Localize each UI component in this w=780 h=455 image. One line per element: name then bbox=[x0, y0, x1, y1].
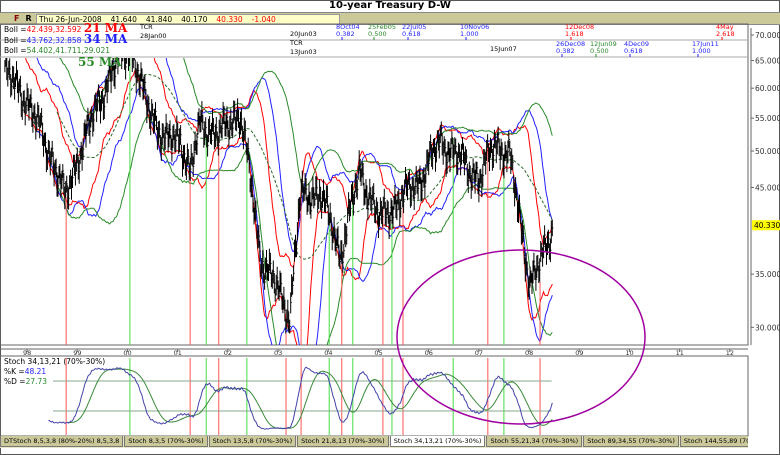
fib-date-label: 8Oct04 bbox=[336, 23, 360, 31]
stoch-panel bbox=[0, 355, 749, 437]
fib-ratio-label: 0.618 bbox=[624, 47, 643, 55]
x-tick-label: 07 bbox=[475, 349, 483, 357]
x-tick-label: 09 bbox=[575, 349, 583, 357]
boll55-middle-band bbox=[56, 73, 553, 260]
last-price-highlight bbox=[752, 220, 780, 231]
legend-boll21: Boll =42.439,32.592 21 MA bbox=[4, 21, 128, 35]
quote-high: 41.840 bbox=[145, 15, 173, 24]
y-tick-label: 65.000 bbox=[755, 57, 780, 66]
indicator-tab[interactable]: Stoch 34,13,21 (70%-30%) bbox=[389, 436, 486, 447]
legend-boll34: Boll =43.762,32.858 34 MA bbox=[4, 32, 128, 46]
indicator-tab[interactable]: Stoch 55,21,34 (70%-30%) bbox=[486, 436, 583, 447]
legend-boll55: Boll =54.402,41.711,29.021 bbox=[4, 46, 111, 55]
boll55-lower-band bbox=[56, 116, 553, 345]
x-tick-label: 03 bbox=[274, 349, 282, 357]
y-tick-label: 60.000 bbox=[755, 84, 780, 93]
x-tick-label: 10 bbox=[625, 349, 633, 357]
x-tick-label: 08 bbox=[525, 349, 533, 357]
x-tick-label: 99 bbox=[73, 349, 81, 357]
y-tick-label: 30.000 bbox=[755, 323, 780, 332]
fib-date-label: 4May bbox=[716, 23, 734, 31]
y-tick-label: 35.000 bbox=[755, 270, 780, 279]
tcr-date-1: 28Jan00 bbox=[140, 32, 167, 40]
quote-open: 41.640 bbox=[110, 15, 137, 24]
indicator-tab[interactable]: Stoch 8,3,5 (70%-30%) bbox=[124, 436, 208, 447]
y-tick-label: 55.000 bbox=[755, 114, 780, 123]
fib-ratio-label: 0.500 bbox=[368, 30, 387, 38]
price-plot bbox=[4, 58, 554, 345]
fib-ratio-label: 0.618 bbox=[402, 30, 421, 38]
tcr-label-1: TCR bbox=[140, 23, 153, 31]
boll34-lower-band bbox=[36, 86, 553, 345]
stoch-title: Stoch 34,13,21 (70%-30%) bbox=[4, 357, 106, 366]
fib-ratio-label: 0.382 bbox=[336, 30, 355, 38]
fib-ratio-label: 1.000 bbox=[460, 30, 479, 38]
r-button[interactable]: R bbox=[25, 14, 32, 23]
y-tick-label: 45.000 bbox=[755, 183, 780, 192]
stoch-d-readout: %D =27.73 bbox=[4, 377, 48, 386]
fib-date-label: 17Jun11 bbox=[692, 40, 719, 48]
x-tick-label: 98 bbox=[23, 349, 31, 357]
x-tick-label: 12 bbox=[726, 349, 734, 357]
stoch-d-line bbox=[67, 368, 553, 429]
fib-date-label: 22Jul05 bbox=[402, 23, 426, 31]
y-tick-label: 70.000 bbox=[755, 31, 780, 40]
fib-ratio-label: 1.618 bbox=[565, 30, 584, 38]
tcr-label-2: TCR bbox=[290, 39, 303, 47]
fib-ratio-label: 1.000 bbox=[692, 47, 711, 55]
highlight-ellipse bbox=[396, 249, 646, 425]
fib-date-label: 26Dec08 bbox=[556, 40, 585, 48]
indicator-tab[interactable]: Stoch 144,55,89 (70%-30%) bbox=[679, 436, 748, 447]
date-20jun03: 20Jun03 bbox=[290, 30, 317, 38]
x-tick-label: 04 bbox=[324, 349, 332, 357]
stoch-k-line bbox=[48, 366, 553, 430]
price-panel bbox=[0, 23, 749, 346]
fib-date-label: 10Nov06 bbox=[460, 23, 489, 31]
fib-ratio-label: 2.618 bbox=[716, 30, 735, 38]
ma21-label: 21 MA bbox=[83, 21, 128, 35]
quote-close: 40.330 bbox=[216, 15, 243, 24]
indicator-tab[interactable]: Stoch 21,8,13 (70%-30%) bbox=[297, 436, 389, 447]
tcr-date-2: 13Jun03 bbox=[290, 48, 317, 56]
quote-low: 40.170 bbox=[181, 15, 208, 24]
ma55-label: 55 MA bbox=[78, 55, 122, 69]
quote-date: Thu 26-Jun-2008 bbox=[39, 15, 102, 24]
y-tick-label: 50.000 bbox=[755, 147, 780, 156]
indicator-tabs: DTStoch 8,5,3,8 (80%-20%) 8,5,3,8 Stoch 8… bbox=[0, 436, 748, 448]
x-tick-label: 02 bbox=[224, 349, 232, 357]
date-15jun07: 15Jun07 bbox=[490, 45, 517, 53]
x-tick-label: 01 bbox=[174, 349, 182, 357]
fib-ratio-label: 0.500 bbox=[590, 47, 609, 55]
fib-date-label: 12Jun09 bbox=[590, 40, 617, 48]
quote-change: -1.040 bbox=[251, 15, 276, 24]
stoch-k-readout: %K =48.21 bbox=[4, 367, 47, 376]
indicator-tab[interactable]: Stoch 13,5,8 (70%-30%) bbox=[208, 436, 297, 447]
chart-title: 10-year Treasury D-W bbox=[329, 0, 451, 11]
indicator-tab[interactable]: Stoch 89,34,55 (70%-30%) bbox=[583, 436, 679, 447]
ma34-label: 34 MA bbox=[83, 32, 128, 46]
fib-date-label: 25Feb05 bbox=[368, 23, 396, 31]
fib-date-label: 4Dec09 bbox=[624, 40, 649, 48]
x-tick-label: 11 bbox=[676, 349, 684, 357]
fib-date-label: 12Dec08 bbox=[565, 23, 594, 31]
x-tick-label: 06 bbox=[425, 349, 433, 357]
f-button[interactable]: F bbox=[14, 14, 20, 23]
x-tick-label: 00 bbox=[123, 349, 131, 357]
x-tick-label: 05 bbox=[374, 349, 382, 357]
last-price-label: 40.330 bbox=[754, 221, 780, 230]
indicator-tab[interactable]: DTStoch 8,5,3,8 (80%-20%) 8,5,3,8 bbox=[0, 436, 124, 447]
fib-ratio-label: 0.382 bbox=[556, 47, 575, 55]
